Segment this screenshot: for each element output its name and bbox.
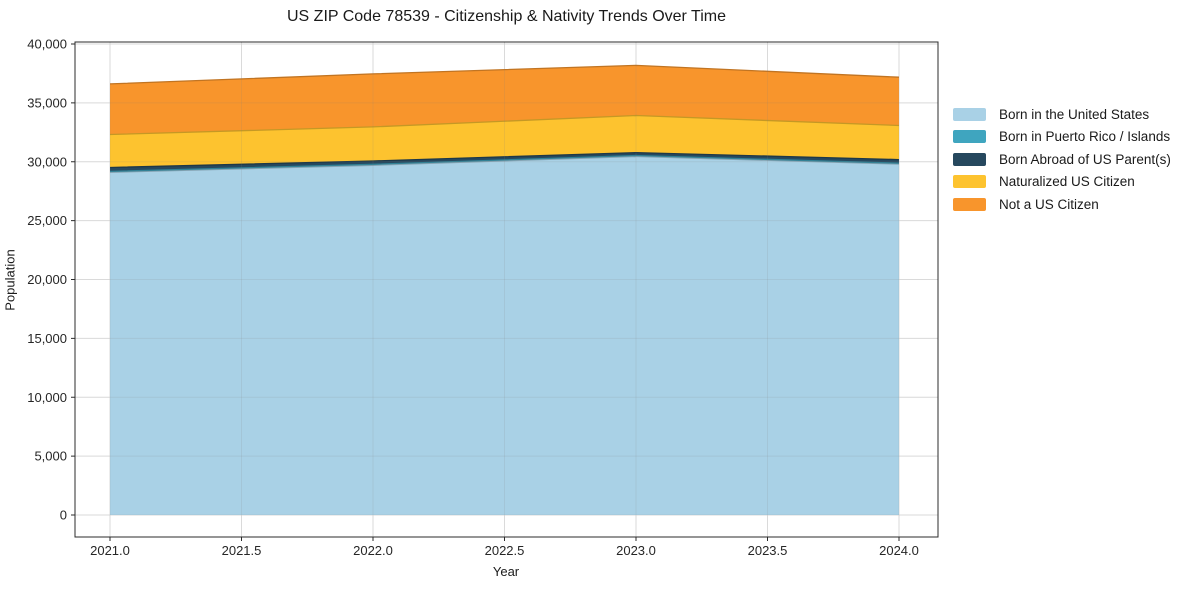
area-edge (109, 155, 900, 173)
legend-item-3: Naturalized US Citizen (953, 171, 1171, 194)
area-not-a-us-citizen (110, 65, 899, 135)
legend-swatch (953, 175, 986, 189)
area-born-in-the-united-states (110, 156, 899, 515)
x-axis-label: Year (492, 564, 520, 579)
y-tick-label: 10,000 (27, 390, 67, 405)
legend-item-4: Not a US Citizen (953, 193, 1171, 216)
legend-label: Naturalized US Citizen (999, 174, 1135, 190)
y-tick-label: 35,000 (27, 95, 67, 110)
plot-border (74, 41, 939, 538)
legend-label: Not a US Citizen (999, 196, 1099, 212)
legend-swatch (953, 152, 986, 166)
y-tick-label: 40,000 (27, 37, 67, 52)
x-tick-label: 2021.5 (222, 543, 262, 558)
y-tick-label: 25,000 (27, 213, 67, 228)
x-tick-label: 2023.5 (748, 543, 788, 558)
y-tick-label: 20,000 (27, 272, 67, 287)
x-tick-label: 2022.5 (485, 543, 525, 558)
area-edge (109, 154, 900, 173)
chart-title: US ZIP Code 78539 - Citizenship & Nativi… (287, 8, 726, 25)
legend-label: Born in the United States (999, 106, 1150, 122)
area-edge (109, 151, 900, 169)
area-edge (109, 64, 900, 85)
x-tick-label: 2022.0 (353, 543, 393, 558)
legend-label: Born in Puerto Rico / Islands (999, 129, 1171, 145)
y-tick-label: 5,000 (34, 449, 67, 464)
x-tick-label: 2024.0 (879, 543, 919, 558)
y-tick-label: 0 (60, 508, 67, 523)
area-edge (109, 114, 900, 136)
legend-swatch (953, 197, 986, 211)
y-tick-label: 30,000 (27, 154, 67, 169)
x-tick-label: 2021.0 (90, 543, 130, 558)
legend-item-2: Born Abroad of US Parent(s) (953, 148, 1171, 171)
legend-item-1: Born in Puerto Rico / Islands (953, 126, 1171, 149)
legend-label: Born Abroad of US Parent(s) (999, 151, 1171, 167)
x-tick-label: 2023.0 (616, 543, 656, 558)
legend: Born in the United States Born in Puerto … (953, 103, 1171, 216)
area-naturalized-us-citizen (110, 115, 899, 168)
legend-swatch (953, 130, 986, 144)
y-tick-label: 15,000 (27, 331, 67, 346)
legend-item-0: Born in the United States (953, 103, 1171, 126)
legend-swatch (953, 107, 986, 121)
